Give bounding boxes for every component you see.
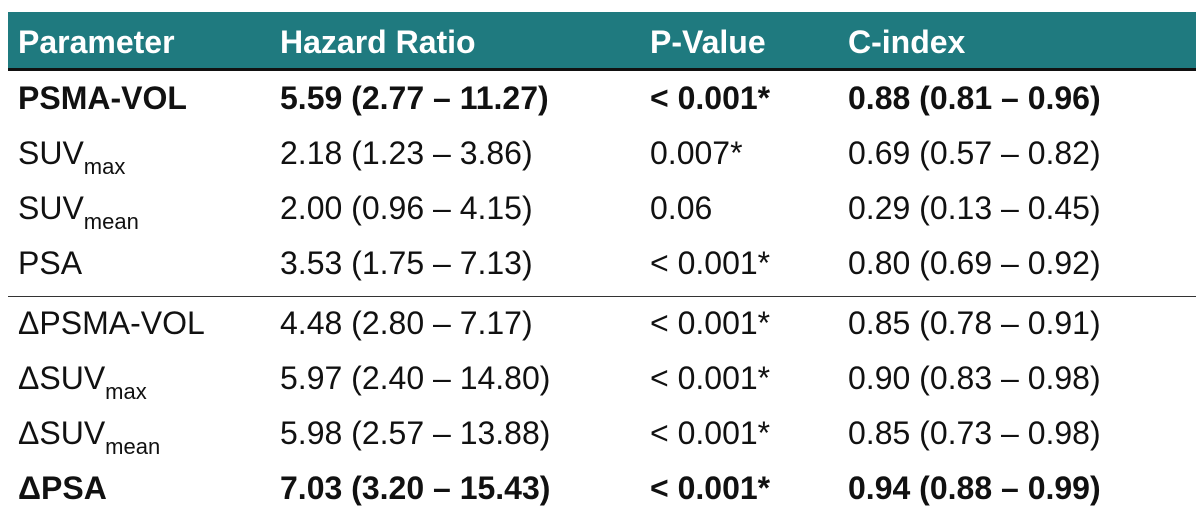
p-value-cell: < 0.001* [650, 78, 770, 118]
parameter-subscript: max [83, 154, 126, 179]
parameter: ΔSUV [18, 360, 106, 396]
hazard-ratio: 5.97 (2.40 – 14.80) [280, 360, 551, 396]
parameter: PSA [18, 245, 83, 281]
c-index: 0.80 (0.69 – 0.92) [848, 245, 1101, 281]
parameter: SUV [18, 190, 84, 226]
parameter-subscript: max [105, 379, 147, 404]
parameter: ΔPSA [18, 470, 107, 506]
c-index: 0.90 (0.83 – 0.98) [848, 360, 1101, 396]
p-value-cell: < 0.001* [650, 468, 770, 508]
hazard-ratio-cell: 4.48 (2.80 – 7.17) [280, 303, 533, 343]
hazard-ratio-cell: 2.18 (1.23 – 3.86) [280, 133, 533, 173]
c-index: 0.29 (0.13 – 0.45) [848, 190, 1101, 226]
p-value: 0.06 [650, 190, 713, 226]
p-value: < 0.001* [650, 80, 771, 116]
c-index-cell: 0.80 (0.69 – 0.92) [848, 243, 1101, 283]
header-bar [8, 12, 1196, 68]
c-index-cell: 0.94 (0.88 – 0.99) [848, 468, 1101, 508]
p-value-cell: 0.007* [650, 133, 743, 173]
header-rule [8, 68, 1196, 71]
hazard-ratio-cell: 2.00 (0.96 – 4.15) [280, 188, 533, 228]
parameter-cell: ΔPSMA-VOL [18, 303, 205, 343]
hazard-ratio-cell: 7.03 (3.20 – 15.43) [280, 468, 550, 508]
c-index: 0.85 (0.73 – 0.98) [848, 415, 1101, 451]
hazard-ratio: 4.48 (2.80 – 7.17) [280, 305, 533, 341]
c-index-cell: 0.85 (0.73 – 0.98) [848, 413, 1101, 453]
parameter-cell: ΔSUVmax [18, 358, 147, 403]
p-value-cell: 0.06 [650, 188, 712, 228]
hazard-ratio: 2.18 (1.23 – 3.86) [280, 135, 533, 171]
parameter-subscript: mean [105, 434, 161, 459]
p-value-cell: < 0.001* [650, 243, 770, 283]
hazard-ratio: 3.53 (1.75 – 7.13) [280, 245, 533, 281]
hazard-ratio: 7.03 (3.20 – 15.43) [280, 470, 551, 506]
p-value: 0.007* [650, 135, 743, 171]
parameter-cell: ΔSUVmean [18, 413, 160, 458]
c-index-cell: 0.88 (0.81 – 0.96) [848, 78, 1101, 118]
c-index-cell: 0.85 (0.78 – 0.91) [848, 303, 1101, 343]
hazard-ratio-cell: 5.59 (2.77 – 11.27) [280, 78, 549, 118]
column-header: C-index [848, 24, 966, 60]
parameter-cell: ΔPSA [18, 468, 107, 508]
p-value: < 0.001* [650, 305, 771, 341]
c-index: 0.85 (0.78 – 0.91) [848, 305, 1101, 341]
column-header: Hazard Ratio [280, 24, 476, 60]
column-header: P-Value [650, 24, 766, 60]
parameter-cell: SUVmax [18, 133, 125, 178]
group-separator [8, 296, 1196, 297]
c-index: 0.69 (0.57 – 0.82) [848, 135, 1101, 171]
parameter-cell: SUVmean [18, 188, 139, 233]
p-value-cell: < 0.001* [650, 413, 770, 453]
parameter-cell: PSMA-VOL [18, 78, 187, 118]
p-value: < 0.001* [650, 245, 771, 281]
parameter: PSMA-VOL [18, 80, 187, 116]
parameter-cell: PSA [18, 243, 82, 283]
p-value-cell: < 0.001* [650, 303, 770, 343]
hazard-ratio: 2.00 (0.96 – 4.15) [280, 190, 533, 226]
hazard-ratio-cell: 5.98 (2.57 – 13.88) [280, 413, 550, 453]
c-index-cell: 0.69 (0.57 – 0.82) [848, 133, 1101, 173]
hazard-ratio-cell: 5.97 (2.40 – 14.80) [280, 358, 550, 398]
hazard-ratio-cell: 3.53 (1.75 – 7.13) [280, 243, 533, 283]
column-header: Parameter [18, 24, 175, 60]
p-value: < 0.001* [650, 360, 771, 396]
c-index: 0.94 (0.88 – 0.99) [848, 470, 1101, 506]
parameter-subscript: mean [83, 209, 139, 234]
c-index-cell: 0.90 (0.83 – 0.98) [848, 358, 1101, 398]
p-value: < 0.001* [650, 470, 771, 506]
c-index: 0.88 (0.81 – 0.96) [848, 80, 1101, 116]
hazard-ratio: 5.98 (2.57 – 13.88) [280, 415, 551, 451]
p-value: < 0.001* [650, 415, 771, 451]
hazard-ratio: 5.59 (2.77 – 11.27) [280, 80, 549, 116]
parameter: ΔSUV [18, 415, 106, 451]
parameter: ΔPSMA-VOL [18, 305, 205, 341]
parameter: SUV [18, 135, 84, 171]
c-index-cell: 0.29 (0.13 – 0.45) [848, 188, 1101, 228]
p-value-cell: < 0.001* [650, 358, 770, 398]
